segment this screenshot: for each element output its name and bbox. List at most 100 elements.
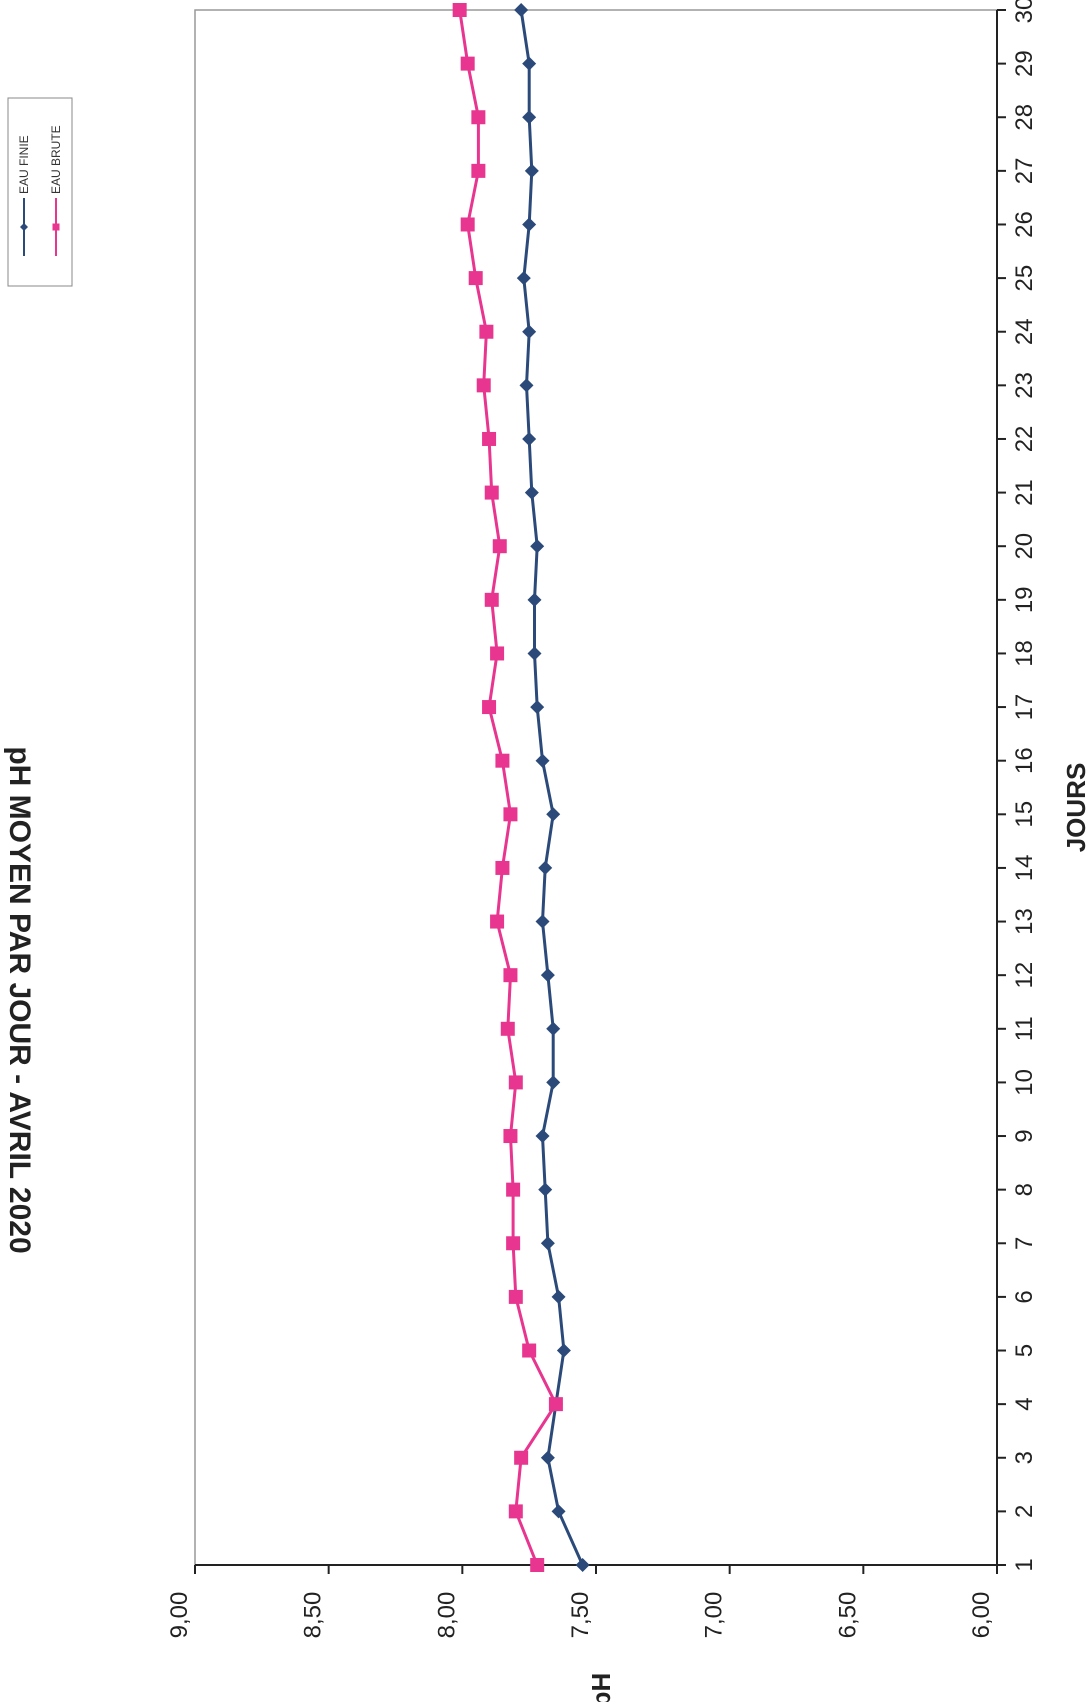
- data-point: [460, 56, 475, 71]
- legend: EAU FINIE EAU BRUTE: [7, 97, 73, 287]
- data-point: [482, 431, 497, 446]
- data-point: [495, 860, 510, 875]
- data-point: [500, 1021, 515, 1036]
- data-point: [527, 646, 542, 661]
- y-tick-label: 7,50: [567, 1592, 594, 1639]
- x-tick-label: 14: [1011, 855, 1038, 882]
- data-point: [519, 378, 534, 393]
- data-point: [556, 1343, 571, 1358]
- y-tick-label: 6,50: [834, 1592, 861, 1639]
- data-point: [546, 1021, 561, 1036]
- data-point: [535, 914, 550, 929]
- x-tick-label: 25: [1011, 265, 1038, 292]
- series-layer: [452, 3, 590, 1572]
- x-tick-label: 30: [1011, 0, 1038, 23]
- legend-marker: [52, 223, 60, 231]
- data-point: [548, 1397, 563, 1412]
- data-point: [522, 110, 537, 125]
- x-tick-label: 26: [1011, 211, 1038, 238]
- data-point: [508, 1075, 523, 1090]
- legend-box: [7, 97, 73, 287]
- data-point: [530, 1558, 545, 1572]
- x-tick-label: 16: [1011, 747, 1038, 774]
- data-point: [503, 1129, 518, 1144]
- data-point: [551, 1289, 566, 1304]
- data-point: [522, 431, 537, 446]
- data-point: [506, 1236, 521, 1251]
- series-eau-brute: [452, 3, 563, 1572]
- x-tick-label: 20: [1011, 533, 1038, 560]
- data-point: [546, 1075, 561, 1090]
- x-tick-label: 15: [1011, 801, 1038, 828]
- data-point: [503, 968, 518, 983]
- y-tick-label: 6,00: [968, 1592, 995, 1639]
- series-eau-finie: [514, 3, 590, 1572]
- data-point: [484, 485, 499, 500]
- y-tick-label: 8,50: [300, 1592, 327, 1639]
- x-tick-label: 8: [1011, 1183, 1038, 1196]
- legend-item: EAU BRUTE: [49, 125, 63, 256]
- x-axis: 1234567891011121314151617181920212223242…: [997, 0, 1038, 1572]
- data-point: [514, 3, 529, 17]
- x-tick-label: 4: [1011, 1397, 1038, 1410]
- series-line: [458, 9, 558, 1566]
- x-tick-label: 6: [1011, 1290, 1038, 1303]
- x-tick-label: 11: [1011, 1016, 1038, 1041]
- data-point: [524, 485, 539, 500]
- series-line: [519, 9, 584, 1566]
- data-point: [546, 807, 561, 822]
- y-tick-label: 8,00: [433, 1592, 460, 1639]
- data-point: [575, 1558, 590, 1572]
- data-point: [527, 592, 542, 607]
- data-point: [482, 700, 497, 715]
- data-point: [535, 753, 550, 768]
- y-axis-title: pH: [586, 1673, 616, 1702]
- data-point: [540, 1236, 555, 1251]
- data-point: [522, 1343, 537, 1358]
- data-point: [524, 163, 539, 178]
- data-point: [503, 807, 518, 822]
- data-point: [551, 1504, 566, 1519]
- data-point: [522, 217, 537, 232]
- x-tick-label: 9: [1011, 1129, 1038, 1142]
- data-point: [516, 271, 531, 286]
- plot-area: [194, 9, 998, 1566]
- data-point: [522, 324, 537, 339]
- x-tick-label: 19: [1011, 586, 1038, 613]
- y-axis: 6,00 6,50 7,00 7,50 8,00 8,50 9,00: [166, 1565, 998, 1639]
- data-point: [530, 700, 545, 715]
- data-point: [522, 56, 537, 71]
- x-axis-title: JOURS: [1061, 763, 1090, 853]
- x-tick-label: 3: [1011, 1451, 1038, 1464]
- x-tick-label: 13: [1011, 908, 1038, 935]
- chart-title: pH MOYEN PAR JOUR - AVRIL 2020: [3, 746, 36, 1253]
- data-point: [468, 271, 483, 286]
- x-tick-label: 22: [1011, 426, 1038, 453]
- data-point: [508, 1289, 523, 1304]
- x-tick-label: 5: [1011, 1344, 1038, 1357]
- data-point: [490, 914, 505, 929]
- x-tick-label: 23: [1011, 372, 1038, 399]
- x-tick-label: 7: [1011, 1237, 1038, 1250]
- data-point: [538, 860, 553, 875]
- data-point: [508, 1504, 523, 1519]
- x-tick-label: 2: [1011, 1505, 1038, 1518]
- x-tick-label: 17: [1011, 694, 1038, 721]
- data-point: [471, 110, 486, 125]
- legend-item: EAU FINIE: [17, 135, 31, 256]
- data-point: [492, 539, 507, 554]
- legend-marker: [20, 223, 28, 231]
- x-tick-label: 18: [1011, 640, 1038, 667]
- data-point: [514, 1450, 529, 1465]
- data-point: [540, 968, 555, 983]
- x-tick-label: 1: [1011, 1558, 1038, 1571]
- y-tick-label: 9,00: [166, 1592, 193, 1639]
- data-point: [484, 592, 499, 607]
- data-point: [452, 3, 467, 17]
- legend-label: EAU FINIE: [17, 135, 31, 194]
- x-tick-label: 12: [1011, 962, 1038, 989]
- x-tick-label: 29: [1011, 50, 1038, 77]
- legend-label: EAU BRUTE: [49, 125, 63, 194]
- x-tick-label: 28: [1011, 104, 1038, 131]
